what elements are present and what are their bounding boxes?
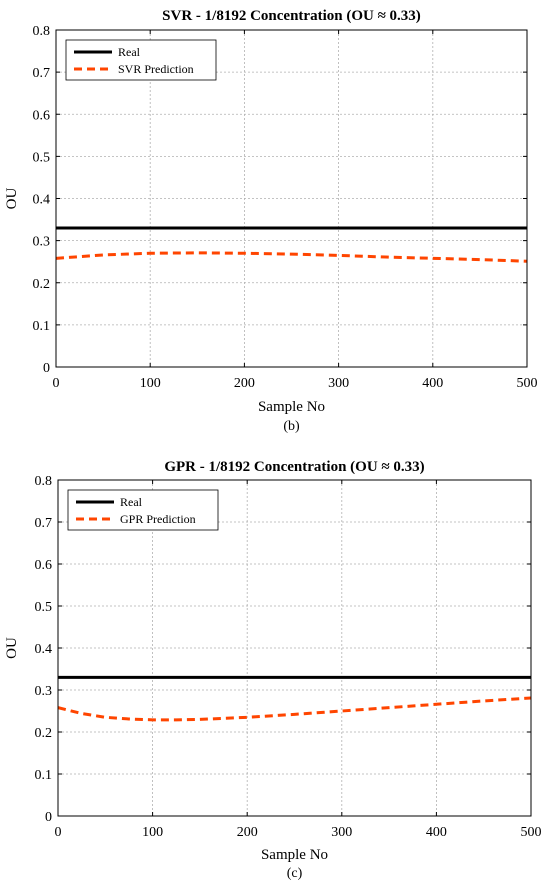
x-tick-label: 300 [331,825,352,840]
series-line-prediction [57,696,532,722]
x-tick-label: 400 [422,376,443,391]
y-tick-label: 0.6 [33,108,51,123]
legend-label: Real [120,495,143,509]
y-tick-label: 0.2 [33,277,51,292]
y-tick-label: 0.8 [33,24,51,39]
x-tick-label: 400 [426,825,447,840]
panel-caption: (b) [283,419,300,434]
x-tick-label: 0 [55,825,62,840]
y-tick-label: 0.5 [33,150,51,165]
legend-label: Real [118,45,141,59]
y-tick-label: 0.4 [33,193,51,208]
y-tick-label: 0.7 [33,66,51,81]
gpr-chart: 0 100 200 300 400 500 0 0.1 0.2 0.3 0.4 0.5 0.6 0.7 0.… [4,459,542,881]
legend-box [65,39,217,81]
chart-title: GPR - 1/8192 Concentration (OU ≈ 0.33) [164,459,424,475]
x-tick-label: 500 [521,825,542,840]
series-line-prediction [55,251,528,263]
x-axis-label: Sample No [261,847,328,863]
x-tick-label: 300 [328,376,349,391]
chart-title: SVR - 1/8192 Concentration (OU ≈ 0.33) [162,8,421,24]
x-tick-label: 200 [237,825,258,840]
y-tick-label: 0 [45,810,52,825]
axes-frame [57,479,532,817]
y-tick-label: 0.8 [35,474,53,489]
axes-frame [55,29,528,368]
legend-label: GPR Prediction [120,512,196,526]
y-tick-label: 0.1 [35,768,53,783]
y-axis-label: OU [4,188,20,210]
y-tick-label: 0.3 [33,235,51,250]
x-tick-label: 500 [517,376,538,391]
legend-label: SVR Prediction [118,62,194,76]
y-tick-label: 0.5 [35,600,53,615]
y-tick-label: 0.4 [35,642,53,657]
y-tick-label: 0.7 [35,516,53,531]
panel-caption: (c) [287,866,303,881]
svr-chart: 0 100 200 300 400 500 0 0.1 0.2 0.3 0.4 0.5 0.6 0.7 0.… [4,8,538,434]
x-tick-label: 200 [234,376,255,391]
y-tick-label: 0.3 [35,684,53,699]
y-tick-label: 0.6 [35,558,53,573]
y-tick-label: 0 [43,361,50,376]
legend-box [67,489,219,531]
y-axis-label: OU [4,637,20,659]
y-tick-label: 0.2 [35,726,53,741]
y-tick-label: 0.1 [33,319,51,334]
x-axis-label: Sample No [258,399,325,415]
x-tick-label: 100 [142,825,163,840]
x-tick-label: 0 [53,376,60,391]
x-tick-label: 100 [140,376,161,391]
